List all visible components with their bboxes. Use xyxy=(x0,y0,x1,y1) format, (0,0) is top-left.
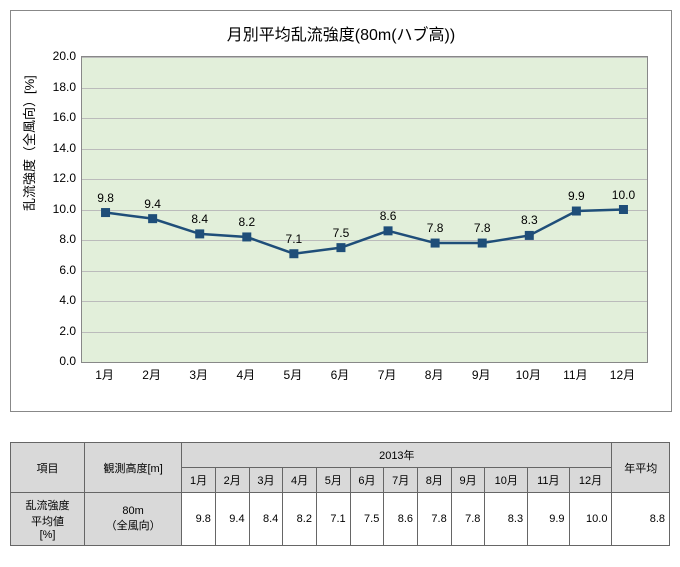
month-header-cell: 3月 xyxy=(249,468,283,493)
row-label: 乱流強度 平均値 [%] xyxy=(11,493,85,546)
data-marker xyxy=(290,250,298,258)
x-tick-label: 4月 xyxy=(226,366,266,383)
x-tick-label: 7月 xyxy=(367,366,407,383)
month-header-cell: 1月 xyxy=(182,468,216,493)
data-marker xyxy=(196,230,204,238)
value-cell: 7.5 xyxy=(350,493,384,546)
month-header-cell: 6月 xyxy=(350,468,384,493)
data-label: 7.5 xyxy=(326,226,356,240)
y-tick-label: 20.0 xyxy=(46,49,76,63)
month-header-cell: 4月 xyxy=(283,468,317,493)
data-label: 9.4 xyxy=(138,197,168,211)
value-cell: 8.3 xyxy=(485,493,528,546)
value-cell: 7.8 xyxy=(418,493,452,546)
x-tick-label: 9月 xyxy=(461,366,501,383)
data-label: 10.0 xyxy=(608,188,638,202)
table-data-row: 乱流強度 平均値 [%] 80m （全風向） 9.89.48.48.27.17.… xyxy=(11,493,670,546)
y-tick-label: 6.0 xyxy=(46,263,76,277)
y-tick-label: 2.0 xyxy=(46,324,76,338)
data-label: 7.8 xyxy=(420,221,450,235)
data-marker xyxy=(431,239,439,247)
x-tick-label: 8月 xyxy=(414,366,454,383)
y-tick-label: 8.0 xyxy=(46,232,76,246)
data-marker xyxy=(384,227,392,235)
table-header-row-1: 項目 観測高度[m] 2013年 年平均 xyxy=(11,443,670,468)
value-cell: 8.2 xyxy=(283,493,317,546)
y-tick-label: 18.0 xyxy=(46,80,76,94)
y-tick-label: 0.0 xyxy=(46,354,76,368)
data-label: 8.3 xyxy=(514,213,544,227)
col-avg: 年平均 xyxy=(612,443,670,493)
data-label: 8.2 xyxy=(232,215,262,229)
value-cell: 8.6 xyxy=(384,493,418,546)
data-table-container: 項目 観測高度[m] 2013年 年平均 1月2月3月4月5月6月7月8月9月1… xyxy=(10,442,670,546)
y-tick-label: 14.0 xyxy=(46,141,76,155)
x-tick-label: 1月 xyxy=(85,366,125,383)
y-axis-label: 乱流強度（全風向）[%] xyxy=(19,75,38,211)
month-header-cell: 2月 xyxy=(215,468,249,493)
month-header-cell: 11月 xyxy=(528,468,569,493)
data-label: 9.9 xyxy=(561,189,591,203)
value-cell: 10.0 xyxy=(569,493,612,546)
value-cell: 7.1 xyxy=(316,493,350,546)
data-table: 項目 観測高度[m] 2013年 年平均 1月2月3月4月5月6月7月8月9月1… xyxy=(10,442,670,546)
annual-avg-cell: 8.8 xyxy=(612,493,670,546)
row-height: 80m （全風向） xyxy=(85,493,182,546)
month-header-cell: 10月 xyxy=(485,468,528,493)
data-label: 7.8 xyxy=(467,221,497,235)
data-label: 8.6 xyxy=(373,209,403,223)
data-marker xyxy=(243,233,251,241)
value-cell: 9.4 xyxy=(215,493,249,546)
x-tick-label: 2月 xyxy=(132,366,172,383)
month-header-cell: 9月 xyxy=(451,468,485,493)
chart-title: 月別平均乱流強度(80m(ハブ高)) xyxy=(11,11,671,50)
data-label: 9.8 xyxy=(91,191,121,205)
x-tick-label: 12月 xyxy=(602,366,642,383)
chart-container: 月別平均乱流強度(80m(ハブ高)) 乱流強度（全風向）[%] 9.8 9.4 8.… xyxy=(10,10,672,412)
y-tick-label: 10.0 xyxy=(46,202,76,216)
month-header-cell: 12月 xyxy=(569,468,612,493)
x-tick-label: 5月 xyxy=(273,366,313,383)
data-marker xyxy=(525,231,533,239)
y-tick-label: 12.0 xyxy=(46,171,76,185)
plot-area: 9.8 9.4 8.4 8.2 7.1 7.5 8.6 7.8 7.8 8.3 9.9 10.0 xyxy=(81,56,648,363)
data-marker xyxy=(337,244,345,252)
data-line xyxy=(106,210,624,254)
month-header-cell: 5月 xyxy=(316,468,350,493)
x-tick-label: 3月 xyxy=(179,366,219,383)
value-cell: 7.8 xyxy=(451,493,485,546)
data-marker xyxy=(102,209,110,217)
data-marker xyxy=(149,215,157,223)
col-height: 観測高度[m] xyxy=(85,443,182,493)
x-tick-label: 6月 xyxy=(320,366,360,383)
x-tick-label: 10月 xyxy=(508,366,548,383)
month-header-cell: 8月 xyxy=(418,468,452,493)
data-marker xyxy=(572,207,580,215)
col-item: 項目 xyxy=(11,443,85,493)
x-tick-label: 11月 xyxy=(555,366,595,383)
data-label: 7.1 xyxy=(279,232,309,246)
y-tick-label: 4.0 xyxy=(46,293,76,307)
data-marker xyxy=(619,206,627,214)
month-header-cell: 7月 xyxy=(384,468,418,493)
value-cell: 9.9 xyxy=(528,493,569,546)
value-cell: 8.4 xyxy=(249,493,283,546)
value-cell: 9.8 xyxy=(182,493,216,546)
y-tick-label: 16.0 xyxy=(46,110,76,124)
col-year: 2013年 xyxy=(182,443,612,468)
data-marker xyxy=(478,239,486,247)
data-label: 8.4 xyxy=(185,212,215,226)
